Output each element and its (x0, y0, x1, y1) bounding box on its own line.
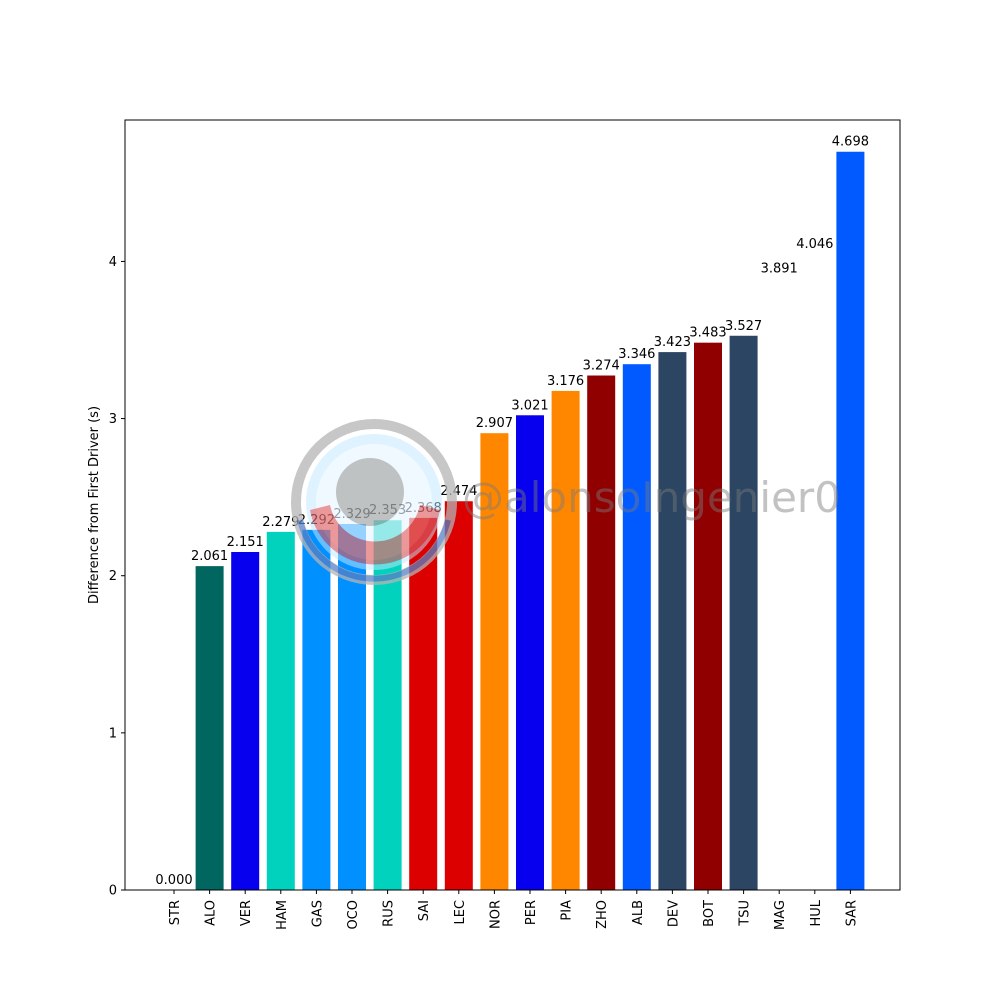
y-tick-label: 2 (109, 569, 117, 584)
bar-value-label-pia: 3.176 (547, 374, 584, 389)
bar-tsu (729, 335, 758, 890)
x-tick-label-gas: GAS (310, 900, 325, 927)
bar-mag (765, 278, 794, 890)
bar-gas (302, 529, 331, 890)
bar-value-label-sar: 4.698 (832, 135, 869, 150)
x-tick-label-bot: BOT (702, 900, 717, 927)
watermark-logo (291, 419, 457, 585)
bars-group (195, 151, 865, 891)
x-tick-label-alb: ALB (631, 900, 646, 925)
bar-per (516, 415, 544, 890)
bar-bot (694, 342, 722, 891)
bar-value-label-str: 0.000 (155, 873, 192, 888)
bar-lec (444, 501, 473, 890)
y-ticks-group: 0 1 2 3 4 (109, 255, 125, 899)
x-tick-label-mag: MAG (773, 900, 788, 930)
bar-pia (551, 390, 580, 890)
bar-ham (266, 531, 295, 890)
bar-value-label-nor: 2.907 (476, 416, 513, 431)
watermark-text: @alonsoIngenier0 (462, 473, 841, 522)
x-tick-label-sai: SAI (417, 900, 432, 921)
y-tick-label: 3 (109, 412, 117, 427)
x-tick-label-ver: VER (239, 900, 254, 926)
x-tick-label-lec: LEC (453, 900, 468, 925)
x-tick-label-hul: HUL (809, 899, 824, 926)
plot-frame (124, 119, 901, 891)
bar-value-label-alo: 2.061 (191, 549, 228, 564)
x-tick-label-sar: SAR (844, 900, 859, 926)
x-tick-label-nor: NOR (488, 900, 503, 929)
x-tick-label-rus: RUS (382, 900, 397, 927)
bar-value-label-tsu: 3.527 (725, 319, 762, 334)
bar-value-label-mag: 3.891 (761, 262, 798, 277)
bar-nor (480, 433, 509, 890)
y-tick-label: 1 (109, 726, 117, 741)
x-tick-label-ham: HAM (275, 900, 290, 930)
y-tick-label: 4 (109, 255, 117, 270)
bar-value-label-ver: 2.151 (227, 535, 264, 550)
bar-dev (658, 352, 687, 891)
bar-alo (195, 566, 224, 890)
x-ticks-group: STR ALO VER HAM GAS OCO RUS SAI LEC NOR PER PIA ZHO A… (168, 890, 859, 930)
bar-value-label-alb: 3.346 (618, 347, 655, 362)
bar-ver (231, 551, 260, 890)
bar-sai (409, 517, 438, 890)
x-tick-label-tsu: TSU (738, 900, 753, 927)
x-tick-label-dev: DEV (666, 900, 681, 927)
bar-zho (587, 375, 616, 890)
bar-sar (836, 151, 865, 890)
x-tick-label-zho: ZHO (595, 900, 610, 929)
bar-alb (622, 364, 651, 890)
bar-value-label-zho: 3.274 (583, 359, 620, 374)
bar-value-label-per: 3.021 (511, 398, 548, 413)
bar-value-label-dev: 3.423 (654, 335, 691, 350)
bar-hul (800, 254, 829, 890)
x-tick-label-pia: PIA (560, 900, 575, 921)
y-axis-label: Difference from First Driver (s) (87, 406, 102, 604)
bar-value-label-ham: 2.279 (262, 515, 299, 530)
x-tick-label-oco: OCO (346, 900, 361, 930)
x-tick-label-str: STR (168, 900, 183, 925)
bar-value-label-bot: 3.483 (689, 326, 726, 341)
bar-value-label-hul: 4.046 (796, 237, 833, 252)
y-tick-label: 0 (109, 884, 117, 899)
x-tick-label-per: PER (524, 900, 539, 925)
x-tick-label-alo: ALO (204, 900, 219, 926)
bar-oco (338, 524, 366, 890)
